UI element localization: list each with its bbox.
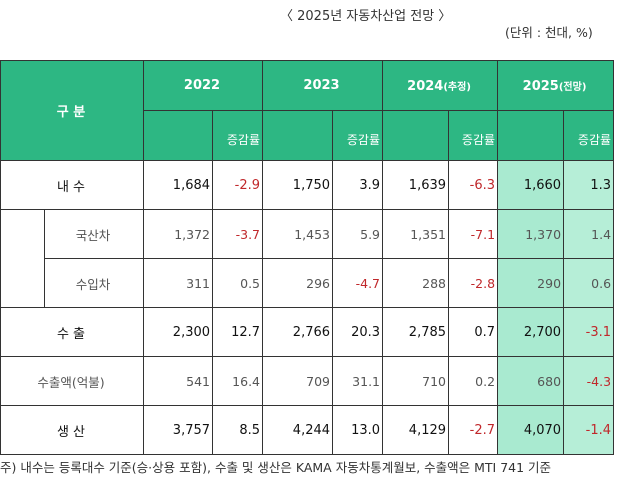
value-cell: 1,453 [262, 209, 334, 259]
change-cell: -3.1 [563, 307, 615, 357]
change-cell: -2.9 [212, 160, 264, 210]
value-cell: 2,785 [382, 307, 450, 357]
value-cell: 4,244 [262, 405, 334, 455]
change-cell: 8.5 [212, 405, 264, 455]
value-cell: 3,757 [143, 405, 214, 455]
footnote: 주) 내수는 등록대수 기준(승·상용 포함), 수출 및 생산은 KAMA 자… [0, 460, 552, 475]
value-cell: 1,370 [497, 209, 565, 259]
change-cell: 0.6 [563, 258, 615, 308]
table-row: 수 출 2,300 12.7 2,766 20.3 2,785 0.7 2,700 -3.1 [0, 307, 615, 357]
change-cell: 0.7 [448, 307, 499, 357]
change-cell: 3.9 [332, 160, 384, 210]
value-cell: 2,766 [262, 307, 334, 357]
value-cell: 1,639 [382, 160, 450, 210]
value-cell: 1,660 [497, 160, 565, 210]
table-row: 생 산 3,757 8.5 4,244 13.0 4,129 -2.7 4,070 -1.4 [0, 405, 615, 455]
unit-label: (단위 : 천대, %) [505, 25, 593, 40]
change-cell: -2.7 [448, 405, 499, 455]
value-cell: 288 [382, 258, 450, 308]
value-cell: 680 [497, 356, 565, 406]
change-cell: 5.9 [332, 209, 384, 259]
change-cell: -4.7 [332, 258, 384, 308]
row-label: 수 출 [0, 307, 145, 357]
change-cell: -7.1 [448, 209, 499, 259]
change-header: 증감률 [563, 110, 615, 161]
table-row: 수입차 311 0.5 296 -4.7 288 -2.8 290 0.6 [1, 258, 615, 308]
change-cell: 12.7 [212, 307, 264, 357]
value-cell: 2,700 [497, 307, 565, 357]
row-label: 수입차 [43, 258, 145, 308]
value-cell: 1,351 [382, 209, 450, 259]
value-cell: 709 [262, 356, 334, 406]
year-header: 2022 [143, 60, 264, 111]
value-cell: 311 [143, 258, 214, 308]
value-cell: 296 [262, 258, 334, 308]
change-cell: 16.4 [212, 356, 264, 406]
change-cell: 1.4 [563, 209, 615, 259]
change-cell: -1.4 [563, 405, 615, 455]
value-cell: 1,372 [143, 209, 214, 259]
row-label: 국산차 [43, 209, 145, 259]
row-label: 생 산 [0, 405, 145, 455]
row-label: 수출액(억불) [0, 356, 145, 406]
year-header: 2024(추정) [382, 60, 499, 111]
change-cell: 1.3 [563, 160, 615, 210]
row-label: 내 수 [0, 160, 145, 210]
change-cell: 0.5 [212, 258, 264, 308]
value-cell: 710 [382, 356, 450, 406]
change-cell: 31.1 [332, 356, 384, 406]
change-cell: -6.3 [448, 160, 499, 210]
change-cell: 13.0 [332, 405, 384, 455]
year-header: 2023 [262, 60, 384, 111]
change-cell: 20.3 [332, 307, 384, 357]
change-cell: -4.3 [563, 356, 615, 406]
value-cell: 1,684 [143, 160, 214, 210]
change-cell: -2.8 [448, 258, 499, 308]
auto-industry-outlook-table: 구 분 2022 2023 2024(추정) 2025(전망) 증감률 증감률 … [0, 60, 615, 455]
table-row: 수출액(억불) 541 16.4 709 31.1 710 0.2 680 -4.3 [0, 356, 615, 406]
change-header: 증감률 [448, 110, 499, 161]
table-row: 내 수 1,684 -2.9 1,750 3.9 1,639 -6.3 1,660 1.3 [0, 160, 615, 210]
change-cell: -3.7 [212, 209, 264, 259]
year-header: 2025(전망) [497, 60, 615, 111]
change-cell: 0.2 [448, 356, 499, 406]
value-cell: 2,300 [143, 307, 214, 357]
value-cell: 4,129 [382, 405, 450, 455]
value-cell: 541 [143, 356, 214, 406]
table-title: 〈 2025년 자동차산업 전망 〉 [280, 9, 452, 24]
value-cell: 4,070 [497, 405, 565, 455]
category-header: 구 분 [0, 60, 145, 161]
value-cell: 1,750 [262, 160, 334, 210]
table-row: 국산차 1,372 -3.7 1,453 5.9 1,351 -7.1 1,370 1.4 [0, 209, 615, 308]
change-header: 증감률 [212, 110, 264, 161]
change-header: 증감률 [332, 110, 384, 161]
value-cell: 290 [497, 258, 565, 308]
